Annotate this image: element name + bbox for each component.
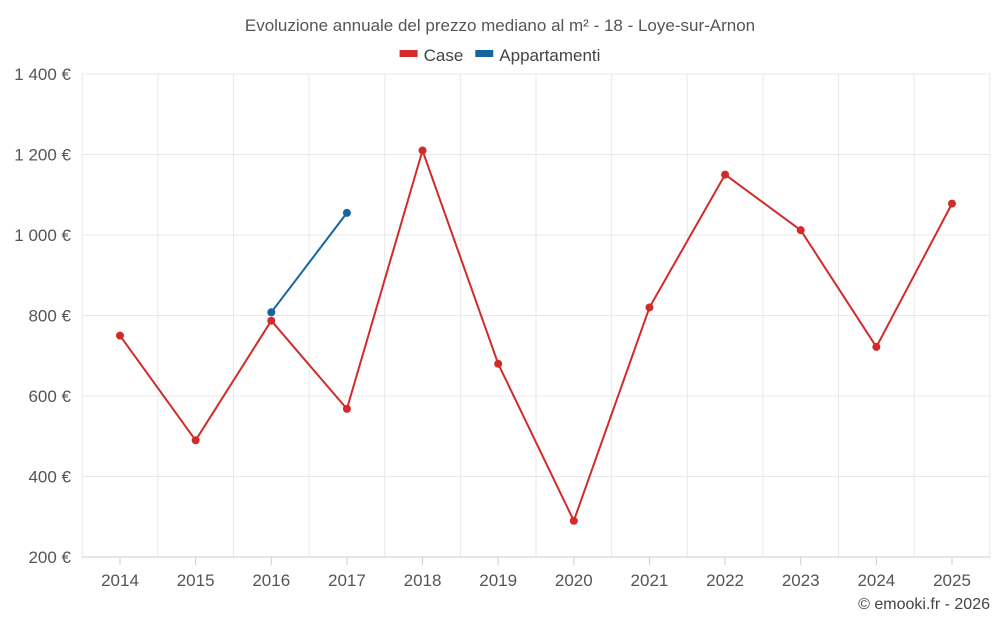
y-tick-label: 1 000 € — [14, 226, 71, 245]
legend-label: Case — [424, 46, 464, 65]
legend-item-case[interactable]: Case — [399, 46, 464, 65]
x-tick-label: 2025 — [933, 571, 971, 590]
y-tick-label: 1 200 € — [14, 146, 71, 165]
data-point[interactable] — [342, 404, 351, 413]
data-point[interactable] — [191, 436, 200, 445]
y-tick-label: 600 € — [28, 387, 71, 406]
x-tick-label: 2019 — [479, 571, 517, 590]
y-tick-label: 400 € — [28, 468, 71, 487]
legend-item-appartamenti[interactable]: Appartamenti — [475, 46, 600, 65]
legend-swatch — [475, 50, 494, 57]
y-tick-label: 800 € — [28, 307, 71, 326]
x-tick-label: 2022 — [706, 571, 744, 590]
data-point[interactable] — [267, 316, 276, 325]
series-layer — [116, 146, 956, 525]
grid — [81, 73, 991, 557]
x-tick-label: 2016 — [252, 571, 290, 590]
credit: © emooki.fr - 2026 — [858, 596, 990, 613]
x-tick-label: 2018 — [404, 571, 442, 590]
series-line — [270, 212, 348, 313]
x-tick-label: 2024 — [857, 571, 895, 590]
data-point[interactable] — [116, 331, 124, 340]
data-point[interactable] — [796, 226, 805, 235]
y-tick-label: 200 € — [28, 548, 71, 567]
x-tick-label: 2020 — [555, 571, 593, 590]
data-point[interactable] — [569, 516, 578, 525]
series-case — [116, 146, 956, 525]
y-tick-label: 1 400 € — [14, 65, 71, 84]
x-tick-label: 2014 — [101, 571, 139, 590]
data-point[interactable] — [872, 342, 881, 351]
x-tick-label: 2021 — [631, 571, 669, 590]
data-point[interactable] — [645, 303, 654, 312]
series-appartamenti — [267, 208, 351, 317]
data-point[interactable] — [267, 308, 276, 317]
data-point[interactable] — [418, 146, 427, 155]
data-point[interactable] — [342, 208, 351, 217]
x-tick-label: 2023 — [782, 571, 820, 590]
x-tick-label: 2015 — [177, 571, 215, 590]
x-tick-label: 2017 — [328, 571, 366, 590]
chart-title: Evoluzione annuale del prezzo mediano al… — [245, 16, 755, 35]
legend-label: Appartamenti — [499, 46, 600, 65]
legend-swatch — [399, 50, 418, 57]
data-point[interactable] — [494, 359, 503, 368]
axes: 200 € 400 € 600 € 800 € 1 000 € 1 200 € 1 400 … — [14, 65, 990, 590]
series-line — [119, 149, 953, 522]
data-point[interactable] — [721, 170, 730, 179]
data-point[interactable] — [948, 199, 956, 208]
legend: Case Appartamenti — [399, 46, 600, 65]
